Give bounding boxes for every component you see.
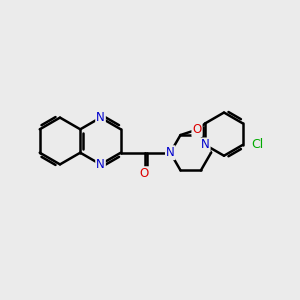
Text: N: N bbox=[166, 146, 175, 159]
Text: O: O bbox=[140, 167, 149, 180]
Text: N: N bbox=[96, 111, 105, 124]
Text: O: O bbox=[192, 123, 202, 136]
Text: N: N bbox=[96, 158, 105, 171]
Text: Cl: Cl bbox=[251, 138, 263, 152]
Text: N: N bbox=[201, 138, 210, 152]
